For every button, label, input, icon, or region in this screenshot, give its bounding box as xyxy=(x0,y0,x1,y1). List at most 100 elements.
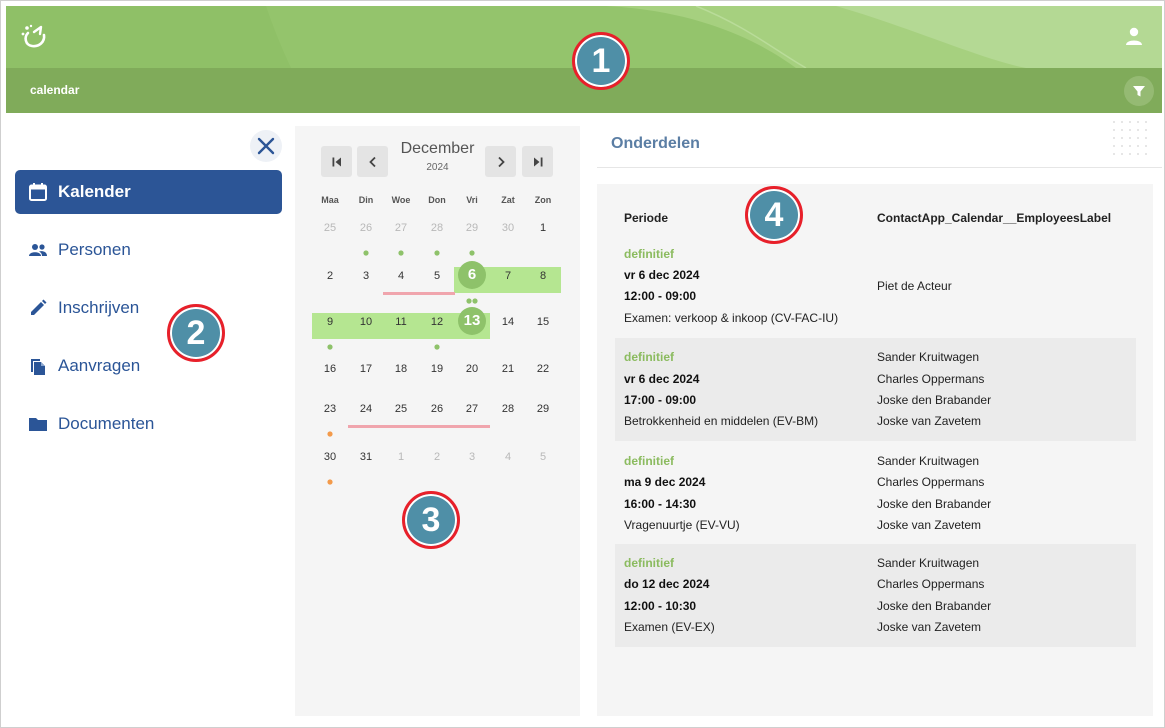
calendar-day[interactable]: 14 xyxy=(502,316,514,328)
calendar-day[interactable]: 9 xyxy=(327,316,333,328)
employee-name: Piet de Acteur xyxy=(877,279,952,293)
calendar-day[interactable]: 2 xyxy=(434,451,440,463)
calendar-day[interactable]: 26 xyxy=(431,403,443,415)
entry-name: Betrokkenheid en middelen (EV-BM) xyxy=(624,414,819,428)
decor-dot xyxy=(1121,137,1123,139)
sidebar-item-label: Kalender xyxy=(58,182,131,201)
sidebar-item-aanvragen[interactable]: Aanvragen xyxy=(15,344,282,388)
calendar-day[interactable]: 26 xyxy=(360,222,372,234)
calendar-day[interactable]: 20 xyxy=(466,363,478,375)
selected-day-circle xyxy=(458,261,486,289)
entry-name: Examen (EV-EX) xyxy=(624,620,715,634)
event-dot xyxy=(363,250,369,256)
employee-name: Joske den Brabander xyxy=(877,393,992,407)
decor-dot xyxy=(1113,129,1115,131)
onderdelen-panel: Periode ContactApp_Calendar__EmployeesLa… xyxy=(597,184,1153,716)
sidebar-item-personen[interactable]: Personen xyxy=(15,228,282,272)
callout-badge-4: 4 xyxy=(745,186,803,244)
calendar-day[interactable]: 6 xyxy=(468,266,476,283)
onderdeel-row[interactable]: definitief vr 6 dec 2024 17:00 - 09:00 B… xyxy=(615,338,1136,441)
entry-date: vr 6 dec 2024 xyxy=(624,268,700,282)
calendar-day[interactable]: 8 xyxy=(540,270,546,282)
decor-dot xyxy=(1121,129,1123,131)
decor-dot xyxy=(1129,153,1131,155)
calendar-day[interactable]: 5 xyxy=(434,270,440,282)
entry-date: vr 6 dec 2024 xyxy=(624,372,700,386)
callout-badge-3: 3 xyxy=(402,491,460,549)
calendar-day[interactable]: 4 xyxy=(505,451,511,463)
app-logo-icon[interactable] xyxy=(20,23,50,51)
calendar-day[interactable]: 29 xyxy=(537,403,549,415)
calendar-day[interactable]: 25 xyxy=(395,403,407,415)
status-label: definitief xyxy=(624,556,674,570)
calendar-day[interactable]: 28 xyxy=(431,222,443,234)
employee-name: Charles Oppermans xyxy=(877,372,985,386)
calendar-day[interactable]: 16 xyxy=(324,363,336,375)
title-divider xyxy=(597,167,1162,168)
decor-dot xyxy=(1121,121,1123,123)
calendar-day[interactable]: 2 xyxy=(327,270,333,282)
event-dot xyxy=(327,431,333,437)
calendar-day[interactable]: 12 xyxy=(431,316,443,328)
calendar-day[interactable]: 11 xyxy=(395,316,406,328)
decor-dot xyxy=(1113,153,1115,155)
next-month-button[interactable] xyxy=(485,146,516,177)
previous-month-button[interactable] xyxy=(357,146,388,177)
calendar-day[interactable]: 19 xyxy=(431,363,443,375)
calendar-day[interactable]: 5 xyxy=(540,451,546,463)
calendar-day[interactable]: 18 xyxy=(395,363,407,375)
calendar-day[interactable]: 25 xyxy=(324,222,336,234)
decor-dot xyxy=(1145,121,1147,123)
weekday-header: Don xyxy=(428,195,446,205)
calendar-day[interactable]: 1 xyxy=(540,222,546,234)
calendar-day[interactable]: 30 xyxy=(324,451,336,463)
sidebar-item-inschrijven[interactable]: Inschrijven xyxy=(15,286,282,330)
calendar-day[interactable]: 31 xyxy=(360,451,372,463)
calendar-day[interactable]: 24 xyxy=(360,403,372,415)
calendar-day[interactable]: 21 xyxy=(502,363,514,375)
close-sidebar-button[interactable] xyxy=(250,130,282,162)
last-month-button[interactable] xyxy=(522,146,553,177)
onderdeel-row[interactable]: definitief do 12 dec 2024 12:00 - 10:30 … xyxy=(615,544,1136,647)
sidebar-item-kalender[interactable]: Kalender xyxy=(15,170,282,214)
calendar-day[interactable]: 3 xyxy=(469,451,475,463)
weekday-header: Maa xyxy=(321,195,340,205)
entry-time: 12:00 - 09:00 xyxy=(624,289,697,303)
calendar-day[interactable]: 7 xyxy=(505,270,511,282)
calendar-day[interactable]: 27 xyxy=(395,222,407,234)
onderdeel-row[interactable]: definitief vr 6 dec 2024 12:00 - 09:00 E… xyxy=(615,239,1136,336)
decor-dot xyxy=(1129,145,1131,147)
sidebar-item-documenten[interactable]: Documenten xyxy=(15,402,282,446)
event-dot xyxy=(327,479,333,485)
calendar-day[interactable]: 30 xyxy=(502,222,514,234)
entry-time: 16:00 - 14:30 xyxy=(624,497,697,511)
calendar-day[interactable]: 28 xyxy=(502,403,514,415)
status-label: definitief xyxy=(624,454,674,468)
employee-name: Joske den Brabander xyxy=(877,599,992,613)
calendar-day[interactable]: 17 xyxy=(360,363,372,375)
calendar-day[interactable]: 22 xyxy=(537,363,549,375)
section-title: Onderdelen xyxy=(611,135,700,152)
decor-dot xyxy=(1113,121,1115,123)
filter-button[interactable] xyxy=(1124,76,1154,106)
onderdeel-row[interactable]: definitief ma 9 dec 2024 16:00 - 14:30 V… xyxy=(615,442,1136,544)
decor-dot xyxy=(1121,153,1123,155)
calendar-day[interactable]: 4 xyxy=(398,270,404,282)
decor-dot xyxy=(1137,153,1139,155)
employee-name: Joske van Zavetem xyxy=(877,518,982,532)
user-icon[interactable] xyxy=(1124,26,1144,46)
calendar-day[interactable]: 15 xyxy=(537,316,549,328)
selected-day-circle xyxy=(458,307,486,335)
decor-dot xyxy=(1113,137,1115,139)
calendar-day[interactable]: 13 xyxy=(464,312,481,329)
calendar-day[interactable]: 29 xyxy=(466,222,478,234)
calendar-year: 2024 xyxy=(426,162,449,173)
event-dot xyxy=(398,250,404,256)
calendar-day[interactable]: 10 xyxy=(360,316,372,328)
first-month-button[interactable] xyxy=(321,146,352,177)
calendar-day[interactable]: 1 xyxy=(398,451,404,463)
calendar-day[interactable]: 23 xyxy=(324,403,336,415)
calendar-day[interactable]: 27 xyxy=(466,403,478,415)
calendar-day[interactable]: 3 xyxy=(363,270,369,282)
